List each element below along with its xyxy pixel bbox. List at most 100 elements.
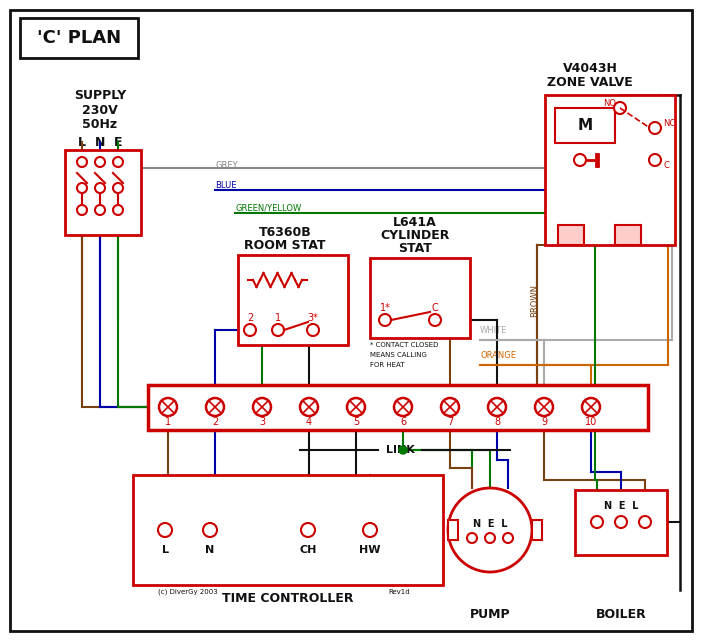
Text: BLUE: BLUE xyxy=(215,181,237,190)
Text: T6360B: T6360B xyxy=(258,226,312,238)
Text: STAT: STAT xyxy=(398,242,432,254)
Text: 50Hz: 50Hz xyxy=(82,117,117,131)
Text: MEANS CALLING: MEANS CALLING xyxy=(370,352,427,358)
FancyBboxPatch shape xyxy=(370,258,470,338)
FancyBboxPatch shape xyxy=(20,18,138,58)
Circle shape xyxy=(77,183,87,193)
Text: CH: CH xyxy=(299,545,317,555)
Circle shape xyxy=(77,205,87,215)
Text: L: L xyxy=(78,135,86,149)
Circle shape xyxy=(158,523,172,537)
Text: BOILER: BOILER xyxy=(595,608,647,622)
Text: 1: 1 xyxy=(165,417,171,427)
Text: * CONTACT CLOSED: * CONTACT CLOSED xyxy=(370,342,438,348)
Circle shape xyxy=(253,398,271,416)
FancyBboxPatch shape xyxy=(148,385,648,430)
Circle shape xyxy=(347,398,365,416)
Text: LINK: LINK xyxy=(385,445,414,455)
Circle shape xyxy=(485,533,495,543)
Text: HW: HW xyxy=(359,545,380,555)
Text: E: E xyxy=(114,135,122,149)
Circle shape xyxy=(591,516,603,528)
Text: 1*: 1* xyxy=(380,303,390,313)
Circle shape xyxy=(535,398,553,416)
FancyBboxPatch shape xyxy=(65,150,141,235)
Text: BROWN: BROWN xyxy=(531,283,540,317)
Text: 3*: 3* xyxy=(307,313,319,323)
Text: 230V: 230V xyxy=(82,103,118,117)
FancyBboxPatch shape xyxy=(575,490,667,555)
Text: 'C' PLAN: 'C' PLAN xyxy=(37,29,121,47)
Circle shape xyxy=(649,154,661,166)
Circle shape xyxy=(503,533,513,543)
Circle shape xyxy=(639,516,651,528)
Circle shape xyxy=(441,398,459,416)
Text: NC: NC xyxy=(663,119,675,128)
Text: 1: 1 xyxy=(275,313,281,323)
Circle shape xyxy=(301,523,315,537)
FancyBboxPatch shape xyxy=(558,225,584,245)
Text: V4043H: V4043H xyxy=(562,62,618,74)
Text: CYLINDER: CYLINDER xyxy=(380,228,450,242)
Text: TIME CONTROLLER: TIME CONTROLLER xyxy=(223,592,354,604)
Circle shape xyxy=(488,398,506,416)
Text: GREY: GREY xyxy=(215,160,237,169)
Circle shape xyxy=(113,157,123,167)
Text: WHITE: WHITE xyxy=(480,326,508,335)
Text: PUMP: PUMP xyxy=(470,608,510,622)
Circle shape xyxy=(77,157,87,167)
FancyBboxPatch shape xyxy=(545,95,675,245)
Circle shape xyxy=(614,102,626,114)
Text: N  E  L: N E L xyxy=(604,501,638,511)
Circle shape xyxy=(582,398,600,416)
Circle shape xyxy=(429,314,441,326)
Circle shape xyxy=(272,324,284,336)
Text: 6: 6 xyxy=(400,417,406,427)
Circle shape xyxy=(244,324,256,336)
Circle shape xyxy=(467,533,477,543)
Circle shape xyxy=(159,398,177,416)
Text: 7: 7 xyxy=(447,417,453,427)
FancyBboxPatch shape xyxy=(448,520,458,540)
Text: NO: NO xyxy=(604,99,616,108)
Circle shape xyxy=(206,398,224,416)
Circle shape xyxy=(203,523,217,537)
Text: 9: 9 xyxy=(541,417,547,427)
Circle shape xyxy=(448,488,532,572)
Circle shape xyxy=(300,398,318,416)
Circle shape xyxy=(95,183,105,193)
Circle shape xyxy=(649,122,661,134)
Text: L641A: L641A xyxy=(393,215,437,228)
Text: 5: 5 xyxy=(353,417,359,427)
FancyBboxPatch shape xyxy=(133,475,443,585)
Circle shape xyxy=(307,324,319,336)
Text: C: C xyxy=(432,303,438,313)
Text: N  E  L: N E L xyxy=(472,519,508,529)
Text: 2: 2 xyxy=(247,313,253,323)
Circle shape xyxy=(95,205,105,215)
Circle shape xyxy=(399,446,407,454)
Circle shape xyxy=(113,205,123,215)
Text: 2: 2 xyxy=(212,417,218,427)
Text: GREEN/YELLOW: GREEN/YELLOW xyxy=(235,203,301,213)
Text: ZONE VALVE: ZONE VALVE xyxy=(547,76,633,88)
FancyBboxPatch shape xyxy=(238,255,348,345)
FancyBboxPatch shape xyxy=(10,10,692,631)
Text: C: C xyxy=(663,160,669,169)
Text: Rev1d: Rev1d xyxy=(388,589,410,595)
Text: ORANGE: ORANGE xyxy=(480,351,516,360)
Text: SUPPLY: SUPPLY xyxy=(74,88,126,101)
FancyBboxPatch shape xyxy=(532,520,542,540)
Circle shape xyxy=(95,157,105,167)
Text: N: N xyxy=(95,135,105,149)
Circle shape xyxy=(113,183,123,193)
Text: 3: 3 xyxy=(259,417,265,427)
Text: N: N xyxy=(206,545,215,555)
Text: 10: 10 xyxy=(585,417,597,427)
Text: ROOM STAT: ROOM STAT xyxy=(244,238,326,251)
FancyBboxPatch shape xyxy=(615,225,641,245)
Text: 4: 4 xyxy=(306,417,312,427)
Text: M: M xyxy=(578,117,592,133)
Circle shape xyxy=(615,516,627,528)
Circle shape xyxy=(363,523,377,537)
